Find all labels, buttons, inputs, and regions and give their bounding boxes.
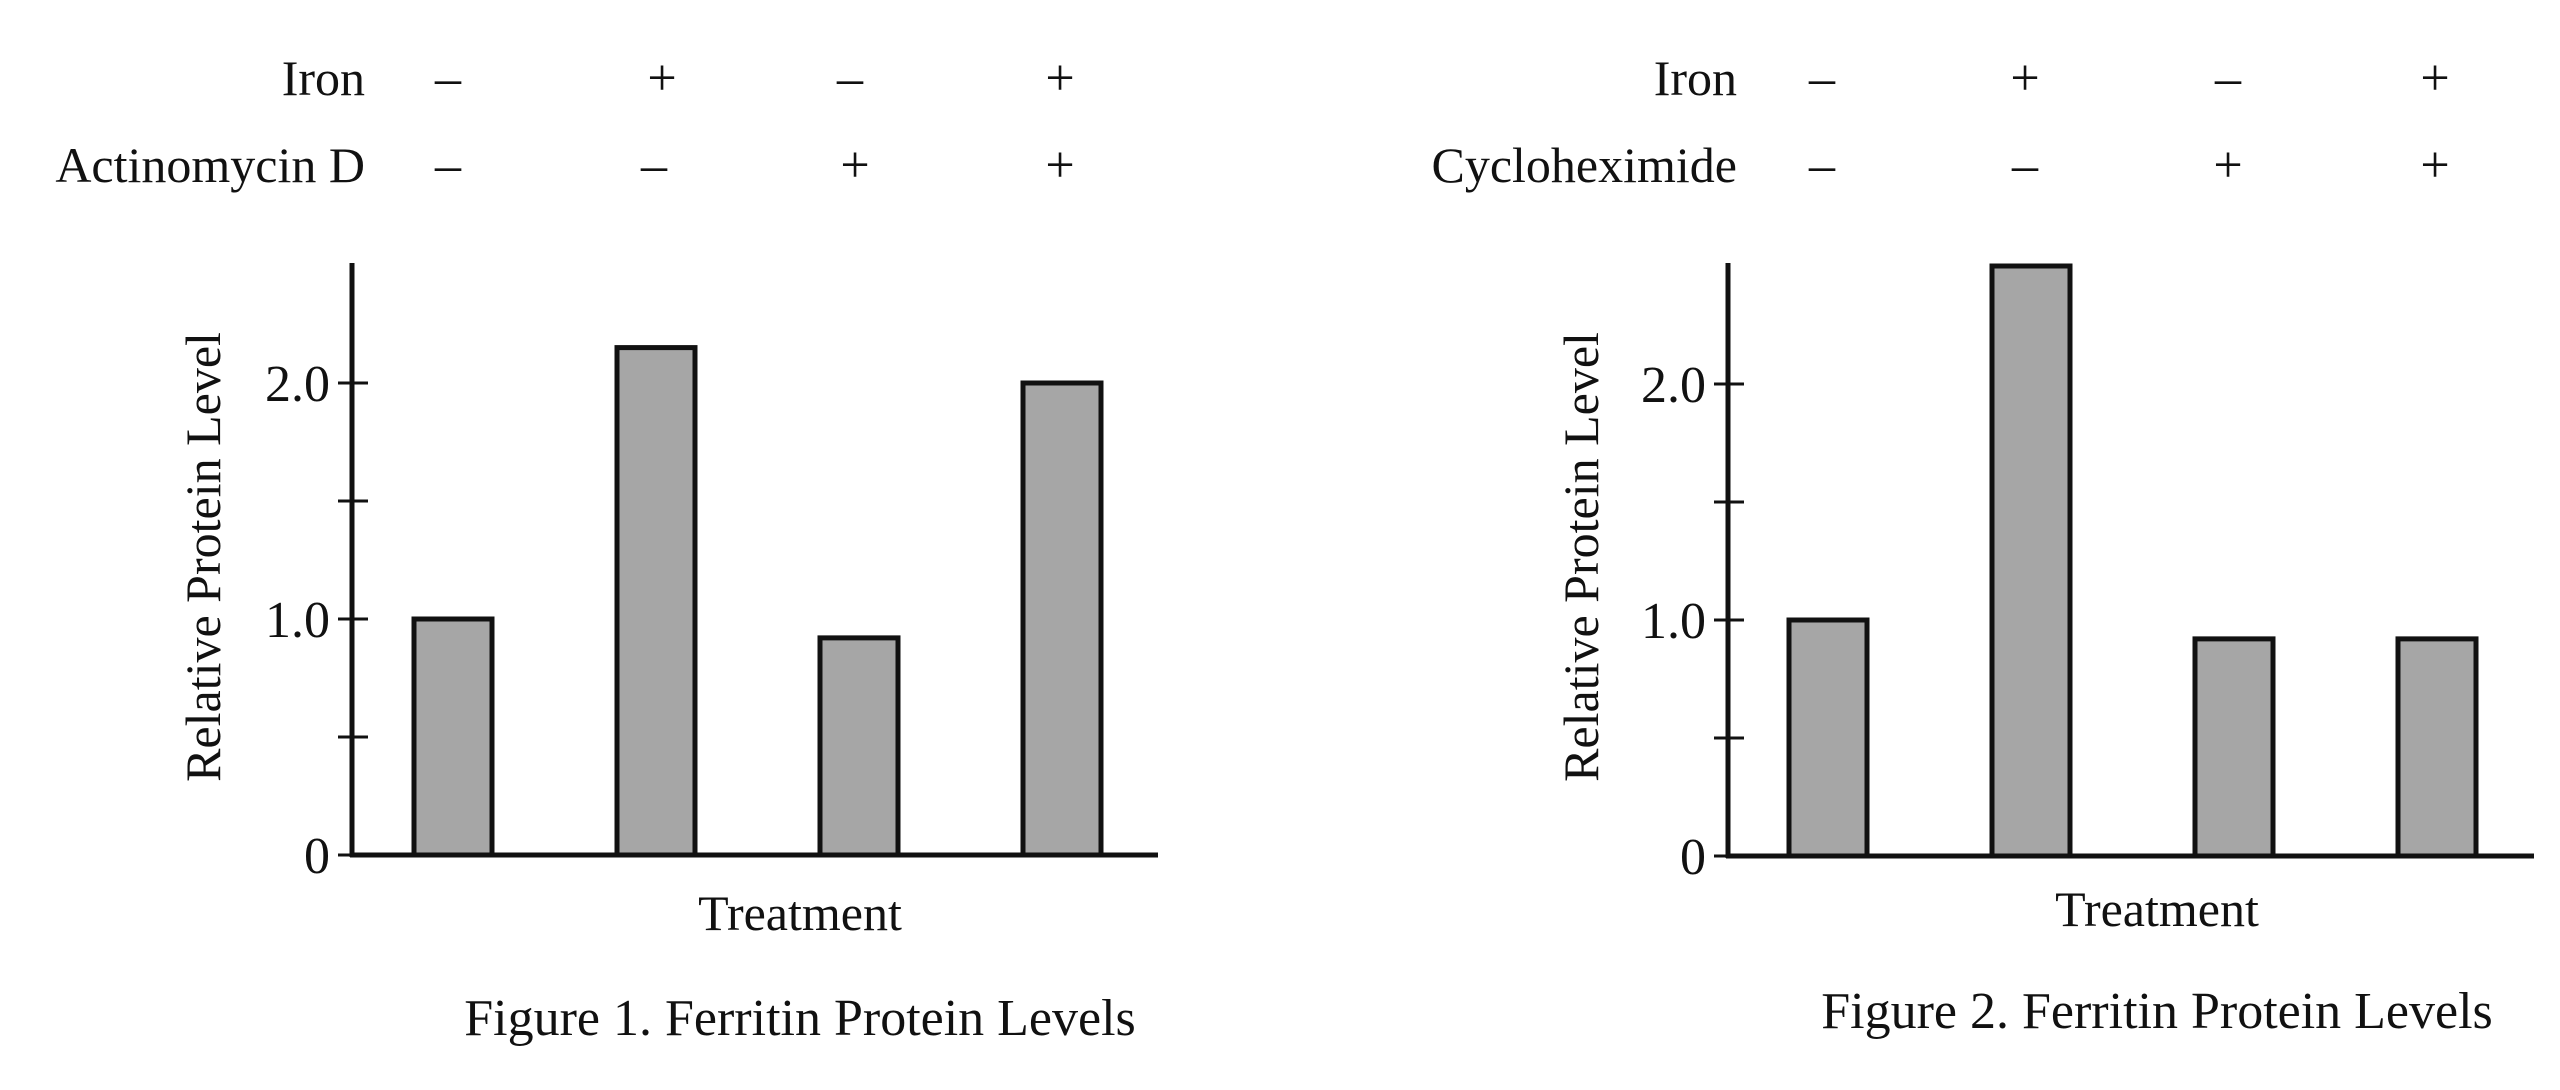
figure-1-iron-sign-1: – <box>434 50 462 107</box>
figure-2-cycloheximide-sign-2: – <box>2011 137 2039 194</box>
figure-1-actinomycin-sign-4: + <box>1045 137 1074 194</box>
figure-2-bar-4 <box>2395 636 2479 859</box>
figure-2-cycloheximide-sign-4: + <box>2420 137 2449 194</box>
figure-1-iron-sign-2: + <box>647 50 676 107</box>
figure-1-bar-1 <box>411 616 495 858</box>
figure-2-cycloheximide-sign-3: + <box>2213 137 2242 194</box>
figure-1-bar-4 <box>1020 380 1104 858</box>
figure-2-y-ticks <box>1714 382 1744 858</box>
figure-2-bar-1 <box>1786 617 1870 859</box>
figure-2-y-axis-title: Relative Protein Level <box>1553 332 1609 782</box>
figure-2-bars <box>1786 263 2479 859</box>
figure-1: Iron – + – + Actinomycin D – – + + <box>55 50 1158 1047</box>
figure-1-y-axis-title: Relative Protein Level <box>175 332 231 782</box>
figure-1-actinomycin-sign-2: – <box>640 137 668 194</box>
figure-2-bar-2 <box>1989 263 2073 859</box>
figure-2-treatment-table: Iron – + – + Cycloheximide – – + + <box>1432 50 2450 194</box>
figure-1-y-tick-label-2-0: 2.0 <box>265 356 330 413</box>
figure-1-iron-sign-4: + <box>1045 50 1074 107</box>
figure-1-y-tick-label-1-0: 1.0 <box>265 592 330 649</box>
figure-2: Iron – + – + Cycloheximide – – + + <box>1432 50 2534 1040</box>
figure-2-iron-sign-3: – <box>2214 50 2242 107</box>
figure-1-treatment-table: Iron – + – + Actinomycin D – – + + <box>55 50 1074 194</box>
figure-2-y-tick-label-0: 0 <box>1680 829 1706 886</box>
figure-2-row-label-cycloheximide: Cycloheximide <box>1432 137 1738 193</box>
figure-1-iron-sign-3: – <box>836 50 864 107</box>
figure-1-bars <box>411 345 1104 858</box>
figure-1-actinomycin-sign-3: + <box>840 137 869 194</box>
figure-2-row-label-iron: Iron <box>1654 50 1737 106</box>
figure-2-cycloheximide-sign-1: – <box>1808 137 1836 194</box>
figure-2-y-tick-label-1-0: 1.0 <box>1641 593 1706 650</box>
figure-2-iron-sign-1: – <box>1808 50 1836 107</box>
figure-1-actinomycin-sign-1: – <box>434 137 462 194</box>
figure-2-caption: Figure 2. Ferritin Protein Levels <box>1821 983 2493 1040</box>
figure-1-bar-2 <box>614 345 698 858</box>
figure-2-iron-sign-4: + <box>2420 50 2449 107</box>
figure-1-y-tick-label-0: 0 <box>304 828 330 885</box>
figure-1-row-label-actinomycin-d: Actinomycin D <box>55 137 365 193</box>
figure-1-bar-3 <box>817 635 901 858</box>
figure-2-x-axis-title: Treatment <box>2055 881 2259 937</box>
figure-1-x-axis-title: Treatment <box>698 885 902 941</box>
figure-2-y-tick-label-2-0: 2.0 <box>1641 357 1706 414</box>
figure-2-iron-sign-2: + <box>2010 50 2039 107</box>
figure-1-y-ticks <box>338 381 368 857</box>
figure-1-caption: Figure 1. Ferritin Protein Levels <box>464 990 1136 1047</box>
figure-1-row-label-iron: Iron <box>282 50 365 106</box>
figure-2-bar-3 <box>2192 636 2276 859</box>
